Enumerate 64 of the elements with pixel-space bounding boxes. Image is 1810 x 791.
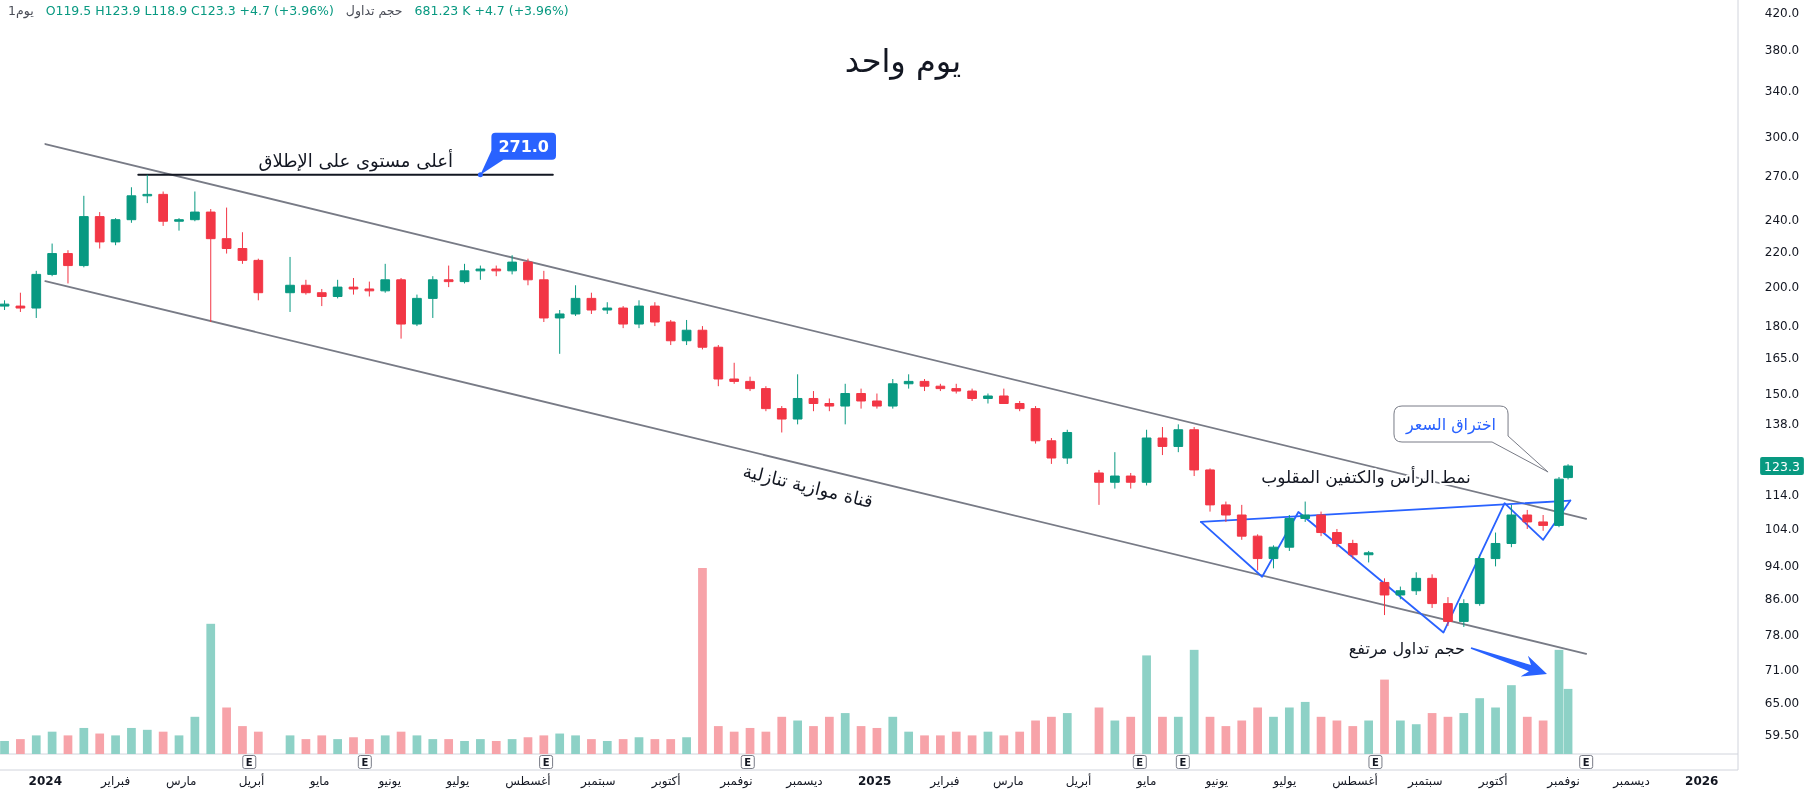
x-tick-label: أغسطس xyxy=(1332,773,1378,789)
x-tick-label: يوليو xyxy=(1272,774,1297,789)
y-tick-label: 220.0 xyxy=(1764,244,1800,259)
x-tick-label: 2024 xyxy=(28,774,63,788)
x-tick-label: نوفمبر xyxy=(719,774,753,789)
y-tick-label: 71.00 xyxy=(1764,663,1800,678)
annotation: 1يوم xyxy=(8,3,35,19)
x-tick-label: نوفمبر xyxy=(1546,774,1580,789)
y-tick-label: 165.0 xyxy=(1764,351,1800,366)
x-tick-label: سبتمبر xyxy=(1407,774,1443,789)
y-tick-label: 420.0 xyxy=(1764,5,1800,20)
annotation: 271.0 xyxy=(498,136,549,156)
x-tick-label: ديسمبر xyxy=(1612,774,1650,789)
annotation: أعلى مستوى على الإطلاق xyxy=(258,148,453,172)
y-tick-label: 200.0 xyxy=(1764,280,1800,295)
y-tick-label: 180.0 xyxy=(1764,319,1800,334)
x-tick-label: أكتوبر xyxy=(1477,773,1508,789)
x-tick-label: مارس xyxy=(166,774,197,789)
x-tick-label: 2025 xyxy=(857,774,892,788)
x-tick-label: يونيو xyxy=(1204,774,1229,789)
y-tick-label: 59.50 xyxy=(1764,728,1800,743)
annotation: E xyxy=(1372,756,1380,768)
y-tick-label: 114.0 xyxy=(1764,488,1800,503)
x-tick-label: 2026 xyxy=(1685,774,1719,788)
text: يوم واحد xyxy=(844,42,962,80)
annotation: E xyxy=(542,756,550,768)
y-tick-label: 240.0 xyxy=(1764,212,1800,227)
y-tick-label: 150.0 xyxy=(1764,386,1800,401)
x-tick-label: فبراير xyxy=(929,774,960,789)
y-tick-label: 300.0 xyxy=(1764,130,1800,145)
x-tick-label: مايو xyxy=(308,774,330,789)
y-tick-label: 86.00 xyxy=(1764,592,1800,607)
text: 123.3 xyxy=(1764,458,1800,474)
annotation: 681.23 K +4.7 (+3.96%) xyxy=(414,3,569,18)
x-tick-label: أغسطس xyxy=(505,773,551,789)
y-tick-label: 78.00 xyxy=(1764,628,1800,643)
y-tick-label: 65.00 xyxy=(1764,695,1800,710)
x-tick-label: يوليو xyxy=(445,774,470,789)
annotation: E xyxy=(1136,756,1144,768)
x-tick-label: فبراير xyxy=(99,774,131,789)
y-tick-label: 94.00 xyxy=(1764,559,1800,574)
x-tick-label: أبريل xyxy=(238,773,265,789)
annotation: حجم تداول xyxy=(345,3,403,19)
annotation: اختراق السعر xyxy=(1404,414,1497,435)
x-tick-label: يونيو xyxy=(377,774,402,789)
y-tick-label: 380.0 xyxy=(1764,42,1800,57)
annotation: E xyxy=(245,756,253,768)
y-tick-label: 138.0 xyxy=(1764,417,1800,432)
annotation: حجم تداول مرتفع xyxy=(1348,638,1465,659)
annotation: O119.5 H123.9 L118.9 C123.3 +4.7 (+3.96%) xyxy=(45,3,334,18)
annotation: E xyxy=(361,756,369,768)
annotation: E xyxy=(1582,756,1590,768)
x-tick-label: أبريل xyxy=(1065,773,1092,789)
y-tick-label: 104.0 xyxy=(1764,521,1800,536)
x-tick-label: سبتمبر xyxy=(579,774,616,789)
annotation: E xyxy=(1179,756,1187,768)
x-tick-label: ديسمبر xyxy=(785,774,823,789)
x-tick-label: أكتوبر xyxy=(650,773,681,789)
y-tick-label: 270.0 xyxy=(1764,169,1800,184)
annotation: E xyxy=(744,756,752,768)
x-tick-label: مايو xyxy=(1135,774,1157,789)
x-tick-label: مارس xyxy=(993,774,1024,789)
y-tick-label: 340.0 xyxy=(1764,83,1800,98)
annotation: قناة موازية تنازلية xyxy=(740,460,876,513)
